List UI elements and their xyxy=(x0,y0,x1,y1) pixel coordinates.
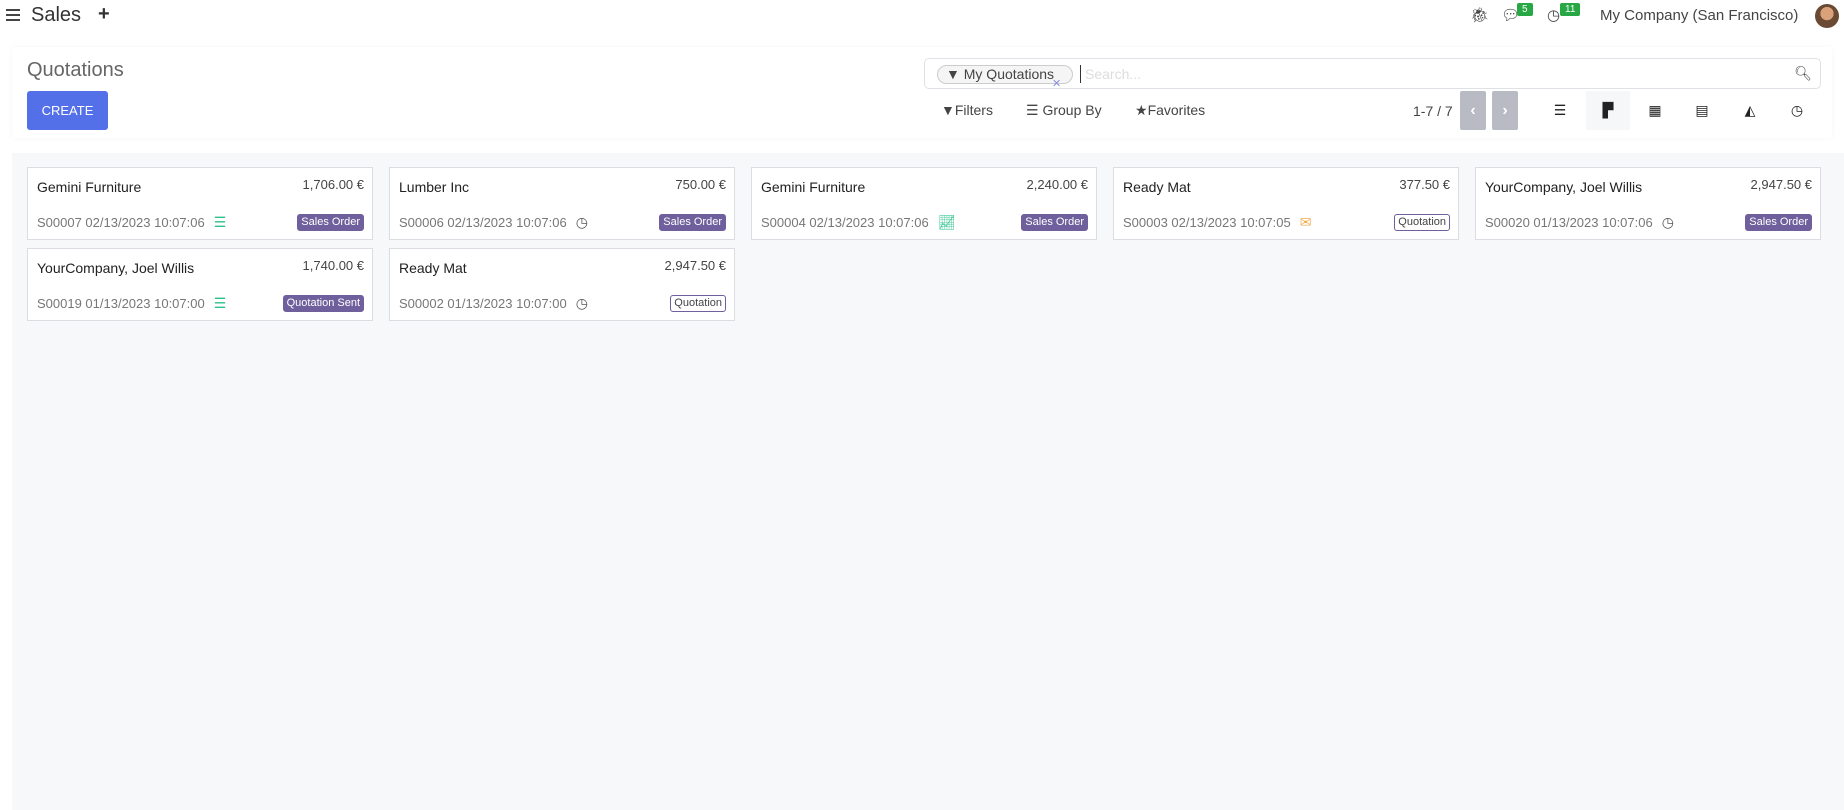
filters-button[interactable]: ▼Filters xyxy=(941,102,993,118)
kanban-card[interactable]: Ready Mat 2,947.50 € S00002 01/13/2023 1… xyxy=(389,248,735,321)
card-reference: S00004 02/13/2023 10:07:06 xyxy=(761,215,929,230)
pager-value[interactable]: 1-7 / 7 xyxy=(1413,103,1453,119)
card-customer: Gemini Furniture xyxy=(761,179,866,195)
clock-icon[interactable]: ◷ xyxy=(1547,7,1561,24)
status-badge: Quotation xyxy=(670,295,726,312)
text-cursor xyxy=(1080,65,1081,83)
card-reference: S00020 01/13/2023 10:07:06 xyxy=(1485,215,1653,230)
card-amount: 377.50 € xyxy=(1399,177,1450,192)
plus-icon[interactable]: + xyxy=(98,3,110,25)
kanban-card[interactable]: YourCompany, Joel Willis 2,947.50 € S000… xyxy=(1475,167,1821,240)
status-badge: Quotation Sent xyxy=(282,295,364,312)
card-amount: 750.00 € xyxy=(675,177,726,192)
app-title[interactable]: Sales xyxy=(31,4,82,26)
tasks-icon[interactable]: ☰ xyxy=(213,295,227,311)
card-reference: S00019 01/13/2023 10:07:00 xyxy=(37,296,205,311)
pivot-view-button[interactable]: ▤ xyxy=(1695,102,1709,118)
messages-badge: 5 xyxy=(1517,3,1533,16)
card-amount: 2,240.00 € xyxy=(1026,177,1088,192)
card-amount: 1,740.00 € xyxy=(302,258,364,273)
card-reference: S00003 02/13/2023 10:07:05 xyxy=(1123,215,1291,230)
card-customer: YourCompany, Joel Willis xyxy=(37,260,195,276)
clock-icon[interactable]: ◷ xyxy=(1661,214,1674,230)
card-customer: Lumber Inc xyxy=(399,179,470,195)
status-badge: Sales Order xyxy=(1745,214,1812,231)
tasks-icon[interactable]: ☰ xyxy=(213,214,227,230)
pager-previous-button[interactable]: ‹ xyxy=(1460,91,1486,130)
list-view-button[interactable]: ☰ xyxy=(1553,102,1567,118)
graph-view-button[interactable]: ◭ xyxy=(1744,102,1756,118)
bug-icon[interactable]: 🐞︎ xyxy=(1470,7,1490,24)
kanban-card[interactable]: Lumber Inc 750.00 € S00006 02/13/2023 10… xyxy=(389,167,735,240)
card-amount: 2,947.50 € xyxy=(1750,177,1812,192)
envelope-icon[interactable]: ✉ xyxy=(1299,214,1312,230)
activity-view-button[interactable]: ◷ xyxy=(1790,102,1804,118)
kanban-card[interactable]: Gemini Furniture 1,706.00 € S00007 02/13… xyxy=(27,167,373,240)
menu-icon[interactable] xyxy=(6,9,20,21)
card-amount: 1,706.00 € xyxy=(302,177,364,192)
activities-badge: 11 xyxy=(1560,3,1581,16)
search-input[interactable] xyxy=(1085,63,1765,85)
card-customer: Ready Mat xyxy=(1123,179,1191,195)
kanban-card[interactable]: Ready Mat 377.50 € S00003 02/13/2023 10:… xyxy=(1113,167,1459,240)
chat-icon[interactable]: 💬︎ xyxy=(1501,7,1521,24)
card-customer: Gemini Furniture xyxy=(37,179,142,195)
calendar-view-button[interactable]: ▦ xyxy=(1648,102,1662,118)
page-title: Quotations xyxy=(27,59,124,81)
group-by-button[interactable]: ☰ Group By xyxy=(1026,102,1102,118)
clock-icon[interactable]: ◷ xyxy=(575,214,588,230)
card-amount: 2,947.50 € xyxy=(664,258,726,273)
avatar[interactable] xyxy=(1815,4,1839,28)
card-reference: S00006 02/13/2023 10:07:06 xyxy=(399,215,567,230)
card-customer: Ready Mat xyxy=(399,260,467,276)
status-badge: Sales Order xyxy=(1021,214,1088,231)
company-switcher[interactable]: My Company (San Francisco) xyxy=(1600,7,1799,24)
facet-label: My Quotations xyxy=(963,66,1055,82)
status-badge: Sales Order xyxy=(297,214,364,231)
create-button[interactable]: CREATE xyxy=(27,91,108,130)
favorites-button[interactable]: ★Favorites xyxy=(1135,102,1206,118)
card-reference: S00002 01/13/2023 10:07:00 xyxy=(399,296,567,311)
layers-icon: ☰ xyxy=(1026,102,1043,118)
kanban-card[interactable]: YourCompany, Joel Willis 1,740.00 € S000… xyxy=(27,248,373,321)
status-badge: Sales Order xyxy=(659,214,726,231)
kanban-card[interactable]: Gemini Furniture 2,240.00 € S00004 02/13… xyxy=(751,167,1097,240)
filter-icon: ▼ xyxy=(946,66,964,82)
chart-up-icon[interactable]: 📈︎ xyxy=(937,214,956,230)
search-bar: ▼ My Quotations ✕ 🔍︎ xyxy=(924,58,1821,90)
kanban-view-button[interactable]: ▛ xyxy=(1586,91,1630,130)
star-icon: ★ xyxy=(1135,102,1148,118)
remove-facet-icon[interactable]: ✕ xyxy=(1052,78,1062,90)
clock-icon[interactable]: ◷ xyxy=(575,295,588,311)
card-reference: S00007 02/13/2023 10:07:06 xyxy=(37,215,205,230)
card-customer: YourCompany, Joel Willis xyxy=(1485,179,1643,195)
pager-next-button[interactable]: › xyxy=(1492,91,1518,130)
status-badge: Quotation xyxy=(1394,214,1450,231)
filter-icon: ▼ xyxy=(941,102,955,118)
top-navbar: Sales + 🐞︎ 💬︎ 5 ◷ 11 My Company (San Fra… xyxy=(0,0,1844,32)
search-facet: ▼ My Quotations xyxy=(937,65,1074,84)
search-icon[interactable]: 🔍︎ xyxy=(1794,65,1812,81)
